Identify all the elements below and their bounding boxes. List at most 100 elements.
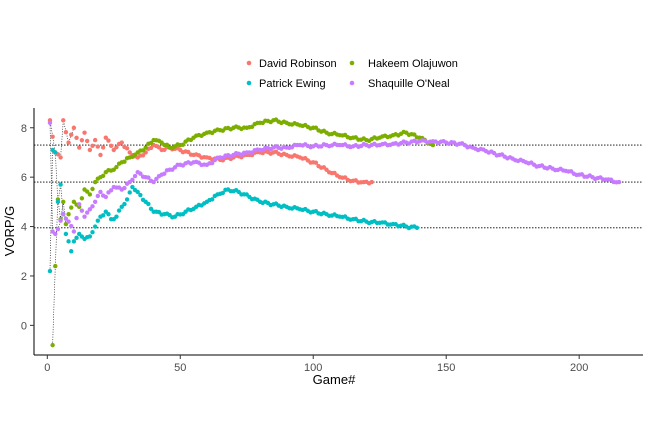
point-shaquille-o-neal (53, 231, 58, 237)
point-david-robinson (77, 145, 82, 150)
point-patrick-ewing (66, 239, 71, 244)
point-shaquille-o-neal (55, 226, 61, 232)
point-david-robinson (103, 135, 109, 140)
y-tick-label: 6 (21, 172, 27, 184)
point-david-robinson (92, 137, 98, 143)
point-shaquille-o-neal (162, 171, 167, 176)
point-hakeem-olajuwon (143, 145, 148, 150)
point-hakeem-olajuwon (164, 142, 170, 147)
point-hakeem-olajuwon (412, 132, 417, 137)
point-hakeem-olajuwon (140, 148, 146, 153)
point-hakeem-olajuwon (66, 212, 71, 217)
point-shaquille-o-neal (77, 202, 82, 207)
point-shaquille-o-neal (132, 173, 138, 179)
x-tick-label: 50 (174, 362, 186, 374)
point-patrick-ewing (119, 204, 124, 209)
point-david-robinson (111, 147, 116, 153)
y-axis-ticks: 0 2 4 6 8 (21, 123, 34, 332)
legend-label-shaquille-oneal: Shaquille O'Neal (368, 78, 450, 90)
point-hakeem-olajuwon (111, 167, 116, 172)
point-patrick-ewing (69, 249, 74, 254)
point-hakeem-olajuwon (53, 263, 58, 269)
point-patrick-ewing (55, 199, 61, 205)
point-shaquille-o-neal (95, 193, 101, 199)
legend-marker-hakeem-olajuwon (349, 60, 355, 66)
point-shaquille-o-neal (130, 177, 135, 183)
point-david-robinson (98, 152, 103, 158)
point-hakeem-olajuwon (100, 173, 106, 179)
point-hakeem-olajuwon (180, 142, 186, 147)
y-tick-label: 4 (21, 222, 27, 234)
point-patrick-ewing (209, 197, 215, 202)
point-david-robinson (84, 138, 90, 144)
x-axis-title: Game# (313, 372, 356, 387)
point-shaquille-o-neal (209, 160, 215, 166)
point-shaquille-o-neal (79, 208, 85, 213)
point-shaquille-o-neal (61, 212, 66, 217)
point-shaquille-o-neal (138, 171, 143, 176)
point-shaquille-o-neal (92, 199, 98, 205)
point-david-robinson (90, 143, 95, 148)
data-points (47, 117, 622, 348)
point-shaquille-o-neal (154, 176, 159, 182)
point-david-robinson (82, 130, 87, 135)
y-axis-title: VORP/G (2, 206, 17, 257)
legend-entry-patrick-ewing: Patrick Ewing (246, 78, 326, 90)
point-david-robinson (124, 146, 130, 151)
point-david-robinson (58, 155, 63, 160)
point-david-robinson (369, 179, 374, 185)
point-hakeem-olajuwon (249, 124, 255, 130)
point-david-robinson (108, 143, 114, 149)
point-shaquille-o-neal (98, 189, 103, 195)
connector-hakeem-olajuwon (52, 199, 67, 346)
point-david-robinson (87, 147, 93, 153)
legend-label-patrick-ewing: Patrick Ewing (259, 78, 326, 90)
point-david-robinson (119, 140, 124, 145)
x-tick-label: 150 (437, 362, 455, 374)
legend-marker-shaquille-oneal (349, 80, 355, 86)
point-patrick-ewing (114, 214, 119, 219)
point-shaquille-o-neal (58, 218, 63, 223)
point-patrick-ewing (71, 239, 77, 244)
point-shaquille-o-neal (90, 204, 95, 209)
point-patrick-ewing (87, 234, 93, 239)
point-hakeem-olajuwon (79, 196, 85, 201)
point-patrick-ewing (130, 184, 135, 190)
x-tick-label: 0 (44, 362, 50, 374)
point-shaquille-o-neal (71, 229, 77, 234)
point-shaquille-o-neal (66, 219, 71, 224)
point-patrick-ewing (124, 197, 130, 202)
point-patrick-ewing (100, 213, 106, 218)
connector-patrick-ewing (49, 149, 64, 272)
point-patrick-ewing (58, 182, 63, 187)
y-tick-label: 8 (21, 123, 27, 135)
point-david-robinson (148, 145, 154, 151)
point-patrick-ewing (90, 230, 95, 235)
legend-entry-hakeem-olajuwon: Hakeem Olajuwon (349, 58, 458, 70)
point-patrick-ewing (92, 224, 98, 229)
point-shaquille-o-neal (69, 223, 74, 229)
point-david-robinson (140, 153, 146, 158)
point-hakeem-olajuwon (430, 142, 436, 148)
point-david-robinson (79, 138, 85, 143)
point-shaquille-o-neal (87, 207, 93, 212)
legend-label-hakeem-olajuwon: Hakeem Olajuwon (368, 58, 458, 70)
point-david-robinson (127, 150, 132, 155)
y-tick-label: 2 (21, 271, 27, 283)
point-patrick-ewing (106, 212, 111, 217)
point-patrick-ewing (122, 201, 127, 207)
point-david-robinson (66, 140, 71, 145)
point-shaquille-o-neal (74, 215, 79, 221)
point-david-robinson (63, 130, 69, 135)
point-patrick-ewing (47, 268, 53, 274)
point-patrick-ewing (220, 190, 226, 196)
point-patrick-ewing (53, 150, 58, 155)
point-hakeem-olajuwon (114, 164, 119, 170)
point-patrick-ewing (95, 218, 101, 223)
point-shaquille-o-neal (103, 194, 109, 200)
point-shaquille-o-neal (47, 120, 53, 126)
point-david-robinson (95, 144, 101, 149)
point-hakeem-olajuwon (71, 199, 77, 205)
x-axis-ticks: 0 50 100 150 200 (44, 355, 588, 374)
